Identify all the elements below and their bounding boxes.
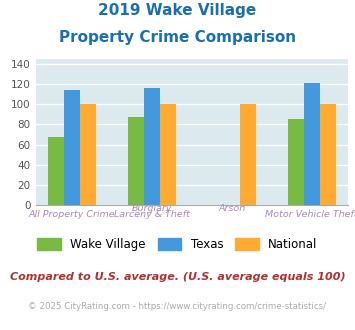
Text: © 2025 CityRating.com - https://www.cityrating.com/crime-statistics/: © 2025 CityRating.com - https://www.city… <box>28 302 327 311</box>
Bar <box>160 105 176 205</box>
Text: All Property Crime: All Property Crime <box>28 210 115 218</box>
Text: Compared to U.S. average. (U.S. average equals 100): Compared to U.S. average. (U.S. average … <box>10 272 345 282</box>
Text: Burglary: Burglary <box>132 204 172 213</box>
Bar <box>240 105 256 205</box>
Text: Motor Vehicle Theft: Motor Vehicle Theft <box>265 210 355 218</box>
Bar <box>320 105 335 205</box>
Bar <box>304 83 320 205</box>
Bar <box>64 90 80 205</box>
Bar <box>80 105 96 205</box>
Text: Larceny & Theft: Larceny & Theft <box>114 210 190 218</box>
Bar <box>288 119 304 205</box>
Legend: Wake Village, Texas, National: Wake Village, Texas, National <box>33 233 322 255</box>
Bar <box>128 117 144 205</box>
Bar <box>144 88 160 205</box>
Text: Arson: Arson <box>218 204 245 213</box>
Bar <box>48 137 64 205</box>
Text: Property Crime Comparison: Property Crime Comparison <box>59 30 296 45</box>
Text: 2019 Wake Village: 2019 Wake Village <box>98 3 257 18</box>
